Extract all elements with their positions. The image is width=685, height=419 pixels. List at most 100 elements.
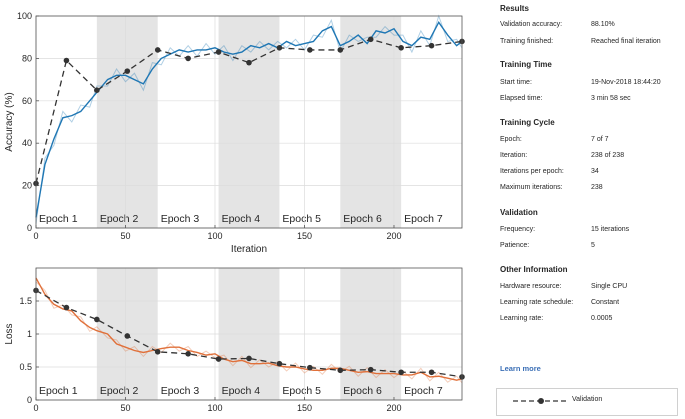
loss-epoch-label: Epoch 5 xyxy=(282,385,321,397)
accuracy-training-raw-line xyxy=(35,14,463,224)
loss-validation-point xyxy=(215,356,222,362)
accuracy-validation-point xyxy=(367,36,374,43)
loss-training-line xyxy=(35,277,463,381)
accuracy-validation-point xyxy=(398,45,404,51)
accuracy-epoch-band xyxy=(96,16,158,228)
accuracy-axes-box xyxy=(35,15,463,229)
info-key: Learning rate: xyxy=(500,315,544,322)
accuracy-validation-point xyxy=(246,59,252,66)
legend: Validation xyxy=(496,388,678,416)
accuracy-validation-point xyxy=(154,47,161,53)
loss-ytick-label: 0.5 xyxy=(19,362,32,372)
accuracy-ylabel: Accuracy (%) xyxy=(4,92,15,151)
loss-validation-point xyxy=(154,349,161,355)
loss-xtick-label: 0 xyxy=(33,403,38,413)
accuracy-ytick-label: 0 xyxy=(27,223,32,233)
loss-validation-point xyxy=(246,355,252,362)
accuracy-ytick-label: 80 xyxy=(22,53,32,63)
accuracy-validation-line xyxy=(35,38,463,184)
info-key: Epoch: xyxy=(500,136,522,143)
section-title-training-cycle: Training Cycle xyxy=(500,118,555,127)
loss-validation-point xyxy=(367,366,374,373)
loss-epoch-label: Epoch 7 xyxy=(404,385,443,397)
accuracy-xtick-label: 200 xyxy=(386,231,401,241)
info-value: 5 xyxy=(591,242,595,249)
accuracy-xtick-label: 100 xyxy=(207,231,222,241)
loss-validation-point xyxy=(63,304,70,311)
info-value: 238 of 238 xyxy=(591,152,625,159)
accuracy-validation-point xyxy=(63,57,70,64)
accuracy-epoch-label: Epoch 6 xyxy=(343,213,382,225)
validation-legend-icon xyxy=(513,398,569,404)
accuracy-epoch-band xyxy=(218,16,280,228)
loss-xtick-label: 200 xyxy=(386,403,401,413)
info-key: Patience: xyxy=(500,242,530,249)
loss-ytick-label: 0 xyxy=(27,395,32,405)
accuracy-validation-point xyxy=(94,87,100,93)
loss-ytick-label: 1.5 xyxy=(19,296,32,306)
loss-validation-point xyxy=(185,351,191,357)
info-value: 7 of 7 xyxy=(591,136,609,143)
loss-epoch-label: Epoch 3 xyxy=(161,385,200,397)
info-value: 19-Nov-2018 18:44:20 xyxy=(591,79,661,86)
learn-more-link[interactable]: Learn more xyxy=(500,364,541,373)
info-key: Hardware resource: xyxy=(500,283,562,290)
info-value: Single CPU xyxy=(591,283,628,290)
info-key: Iteration: xyxy=(500,152,528,159)
info-value: 238 xyxy=(591,184,603,191)
accuracy-epoch-label: Epoch 5 xyxy=(282,213,321,225)
loss-epoch-label: Epoch 2 xyxy=(100,385,139,397)
accuracy-ytick-label: 100 xyxy=(17,11,32,21)
info-key: Iterations per epoch: xyxy=(500,168,564,175)
accuracy-validation-point xyxy=(337,47,344,53)
loss-xtick-label: 150 xyxy=(297,403,312,413)
accuracy-training-line xyxy=(35,21,463,218)
loss-validation-point xyxy=(428,369,435,376)
accuracy-ytick-label: 60 xyxy=(22,96,32,106)
accuracy-xtick-label: 50 xyxy=(120,231,130,241)
accuracy-validation-point xyxy=(428,42,435,49)
info-key: Maximum iterations: xyxy=(500,184,563,191)
training-info-panel: Results Validation accuracy: 88.10% Trai… xyxy=(492,0,685,419)
info-key: Training finished: xyxy=(500,38,554,45)
loss-validation-point xyxy=(398,369,404,376)
info-value: 88.10% xyxy=(591,21,615,28)
info-key: Start time: xyxy=(500,79,532,86)
info-key: Frequency: xyxy=(500,226,536,233)
loss-validation-line xyxy=(35,289,463,378)
accuracy-xtick-label: 0 xyxy=(33,231,38,241)
accuracy-ytick-label: 20 xyxy=(22,181,32,191)
accuracy-xlabel: Iteration xyxy=(231,244,267,255)
info-value: 15 iterations xyxy=(591,226,630,233)
loss-ylabel: Loss xyxy=(4,323,15,344)
accuracy-ytick-label: 40 xyxy=(22,138,32,148)
accuracy-validation-point xyxy=(215,49,222,55)
loss-xtick-label: 100 xyxy=(207,403,222,413)
info-value: Reached final iteration xyxy=(591,38,661,45)
loss-chart: Epoch 1 Epoch 2 Epoch 3 Epoch 4 Epoch 5 Epoch… xyxy=(4,267,465,413)
loss-epoch-label: Epoch 1 xyxy=(39,385,78,397)
accuracy-chart: Epoch 1 Epoch 2 Epoch 3 Epoch 4 Epoch 5 Epoch… xyxy=(4,11,465,255)
loss-epoch-label: Epoch 4 xyxy=(222,385,261,397)
accuracy-epoch-label: Epoch 3 xyxy=(161,213,200,225)
accuracy-validation-point xyxy=(276,45,283,51)
accuracy-validation-point xyxy=(124,68,131,74)
info-key: Learning rate schedule: xyxy=(500,299,574,306)
training-plots: Epoch 1 Epoch 2 Epoch 3 Epoch 4 Epoch 5 Epoch… xyxy=(4,11,465,413)
info-key: Validation accuracy: xyxy=(500,21,563,28)
accuracy-epoch-label: Epoch 1 xyxy=(39,213,78,225)
section-title-validation: Validation xyxy=(500,208,538,217)
section-title-other-information: Other Information xyxy=(500,265,568,274)
accuracy-xtick-label: 150 xyxy=(297,231,312,241)
loss-validation-point xyxy=(307,364,313,371)
loss-training-raw-line xyxy=(35,281,463,384)
accuracy-epoch-label: Epoch 2 xyxy=(100,213,139,225)
info-value: 0.0005 xyxy=(591,315,613,322)
info-value: Constant xyxy=(591,299,620,306)
section-title-results: Results xyxy=(500,4,529,13)
accuracy-epoch-label: Epoch 4 xyxy=(222,213,261,225)
accuracy-epoch-band xyxy=(340,16,402,228)
info-value: 3 min 58 sec xyxy=(591,95,631,102)
accuracy-validation-point xyxy=(307,47,313,53)
loss-epoch-label: Epoch 6 xyxy=(343,385,382,397)
